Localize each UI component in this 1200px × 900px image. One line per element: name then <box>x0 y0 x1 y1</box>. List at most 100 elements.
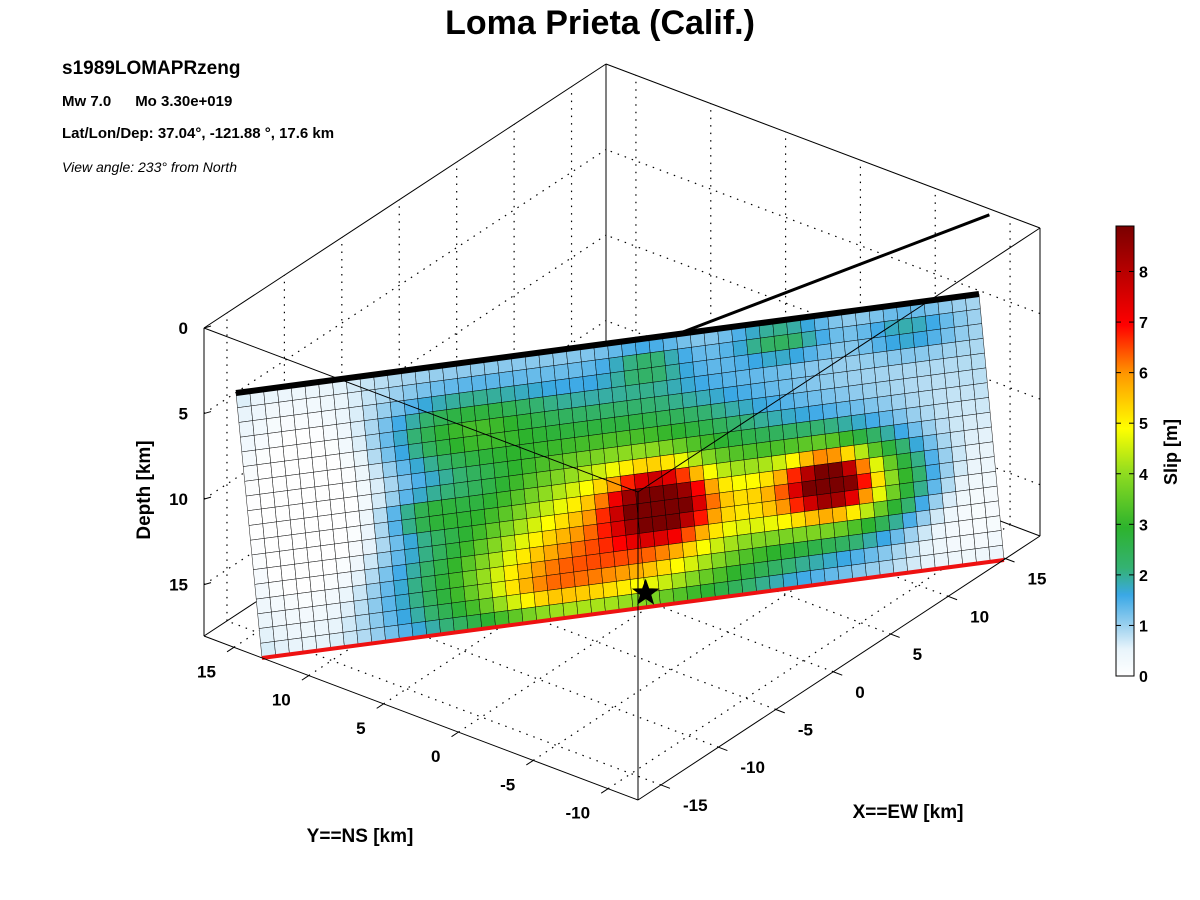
fault-cell <box>542 394 559 412</box>
fault-cell <box>258 477 274 495</box>
fault-cell <box>732 489 749 507</box>
fault-cell <box>528 396 545 414</box>
fault-cell <box>747 502 764 520</box>
fault-cell <box>277 534 294 552</box>
fault-cell <box>791 376 808 394</box>
fault-cell <box>406 427 423 445</box>
fault-cell <box>706 507 723 525</box>
fault-cell <box>335 556 352 574</box>
fault-cell <box>379 580 396 598</box>
fault-cell <box>768 424 785 442</box>
fault-cell <box>973 382 989 400</box>
fault-cell <box>958 519 974 537</box>
fault-cell <box>250 403 267 421</box>
fault-cell <box>819 372 835 391</box>
fault-cell <box>417 396 434 414</box>
fault-cell <box>541 529 558 547</box>
fault-cell <box>863 546 880 564</box>
fault-cell <box>332 527 349 545</box>
fault-cell <box>912 480 929 498</box>
fault-cell <box>808 553 825 571</box>
fault-cell <box>665 512 682 531</box>
fault-cell <box>578 479 595 497</box>
fault-cell <box>266 565 283 583</box>
fault-cell <box>714 446 731 464</box>
x-tick-label-6: 15 <box>1028 570 1047 589</box>
fault-cell <box>258 626 275 644</box>
fault-cell <box>522 472 538 490</box>
fault-cell <box>444 527 460 545</box>
fault-cell <box>970 502 987 520</box>
fault-cell <box>477 582 493 600</box>
fault-cell <box>405 413 421 431</box>
fault-cell <box>951 445 968 463</box>
fault-cell <box>589 448 606 466</box>
fault-cell <box>692 359 709 378</box>
fault-cell <box>776 513 793 531</box>
fault-cell <box>595 507 611 525</box>
fault-cell <box>341 615 357 633</box>
fault-cell <box>612 400 629 418</box>
fault-cell <box>391 414 408 433</box>
fault-cell <box>272 624 289 642</box>
fault-cell <box>727 430 743 448</box>
fault-cell <box>848 533 865 551</box>
fault-cell <box>594 357 611 376</box>
fault-cell <box>730 459 746 477</box>
fault-cell <box>709 387 725 405</box>
fault-cell <box>334 407 351 425</box>
fault-cell <box>331 512 347 530</box>
fault-cell <box>586 418 603 436</box>
fault-cell <box>567 361 584 379</box>
fault-cell <box>862 531 878 549</box>
fault-cell <box>546 573 562 591</box>
fault-cell <box>973 532 990 550</box>
fault-cell <box>419 560 436 578</box>
fault-cell <box>484 372 501 390</box>
grid-y-floor-0 <box>607 524 1011 790</box>
fault-cell <box>861 382 878 400</box>
fault-cell <box>626 398 643 416</box>
fault-cell <box>544 409 560 427</box>
fault-cell <box>608 356 625 374</box>
fault-cell <box>436 588 452 606</box>
fault-cell <box>528 531 544 549</box>
fault-cell <box>280 563 297 582</box>
fault-cell <box>415 516 431 534</box>
fault-cell <box>262 521 279 539</box>
fault-cell <box>943 506 959 524</box>
fault-cell <box>347 540 364 558</box>
fault-cell <box>513 383 530 401</box>
fault-cell <box>932 537 948 555</box>
fault-cell <box>282 444 299 462</box>
fault-cell <box>448 571 465 589</box>
fault-cell <box>294 562 311 580</box>
fault-cell <box>582 374 599 392</box>
fault-cell <box>368 611 385 630</box>
fault-top-edge <box>235 291 980 396</box>
fault-cell <box>298 606 315 624</box>
fault-cell <box>527 381 544 399</box>
fault-cell <box>285 473 302 491</box>
fault-cell <box>702 463 719 481</box>
fault-cell <box>251 552 268 570</box>
fault-cell <box>984 500 1001 518</box>
fault-cell <box>336 422 353 440</box>
fault-cell <box>934 417 951 435</box>
fault-cell <box>675 466 691 484</box>
fault-cell <box>333 392 350 410</box>
fault-edges <box>235 291 1005 660</box>
fault-cell <box>247 508 263 526</box>
fault-cell <box>438 468 455 486</box>
fault-cell <box>392 429 409 447</box>
fault-cell <box>918 389 934 407</box>
fault-cell <box>835 400 852 418</box>
fault-cell <box>596 522 613 540</box>
fault-cell <box>539 365 556 383</box>
fault-cell <box>310 440 326 458</box>
fault-cell <box>465 599 481 617</box>
fault-cell <box>763 514 779 533</box>
fault-cell <box>279 549 295 567</box>
fault-cell <box>558 557 575 575</box>
fault-cell <box>658 439 675 457</box>
